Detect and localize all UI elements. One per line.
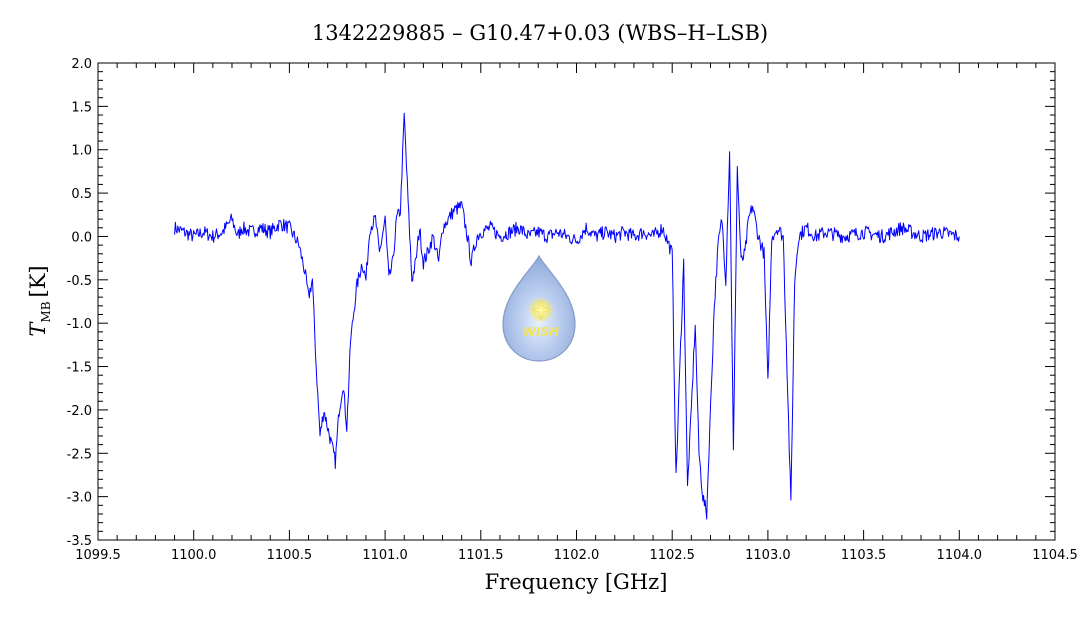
svg-text:TMB[K]: TMB [K] [26,265,53,336]
plot-frame [97,62,1056,541]
wish-logo-text: WISH [523,325,559,339]
chart-title: 1342229885 – G10.47+0.03 (WBS–H–LSB) [312,21,768,45]
x-axis-label: Frequency [GHz] [485,570,668,594]
y-tick-label: 0.5 [71,187,92,202]
y-tick-label: -1.0 [67,317,92,332]
y-axis-label-unit: [K] [26,265,50,297]
x-tick-label: 1103.5 [841,548,887,563]
x-tick-label: 1101.0 [362,548,408,563]
wish-logo: WISH [502,254,576,362]
y-axis-label-main: T [26,321,50,337]
x-tick-label: 1103.0 [745,548,791,563]
x-tick-label: 1104.0 [937,548,983,563]
y-tick-label: 1.5 [71,100,92,115]
y-tick-label: -3.5 [67,534,92,549]
x-tick-label: 1099.5 [75,548,121,563]
y-tick-label: -1.5 [67,361,92,376]
y-axis-label-sub: MB [39,301,53,322]
y-tick-label: 1.0 [71,144,92,159]
y-tick-labels: -3.5 -3.0 -2.5 -2.0 -1.5 -1.0 -0.5 0.0 0.5 1.0 1.5… [67,57,92,549]
x-tick-label: 1100.5 [267,548,313,563]
y-tick-label: -0.5 [67,274,92,289]
y-tick-label: 2.0 [71,57,92,72]
x-tick-label: 1102.0 [554,548,600,563]
y-tick-label: -3.0 [67,491,92,506]
y-tick-label: -2.0 [67,404,92,419]
y-tick-label: 0.0 [71,230,92,245]
y-tick-label: -2.5 [67,447,92,462]
axis-ticks [97,62,1056,541]
star-icon [530,299,552,321]
x-tick-labels: 1099.5 1100.0 1100.5 1101.0 1101.5 1102.0 1102… [75,548,1078,563]
y-axis-label: TMB [K] [26,265,53,336]
x-tick-label: 1100.0 [171,548,217,563]
x-tick-label: 1104.5 [1032,548,1078,563]
spectrum-line [174,112,960,520]
x-tick-label: 1101.5 [458,548,504,563]
x-tick-label: 1102.5 [649,548,695,563]
